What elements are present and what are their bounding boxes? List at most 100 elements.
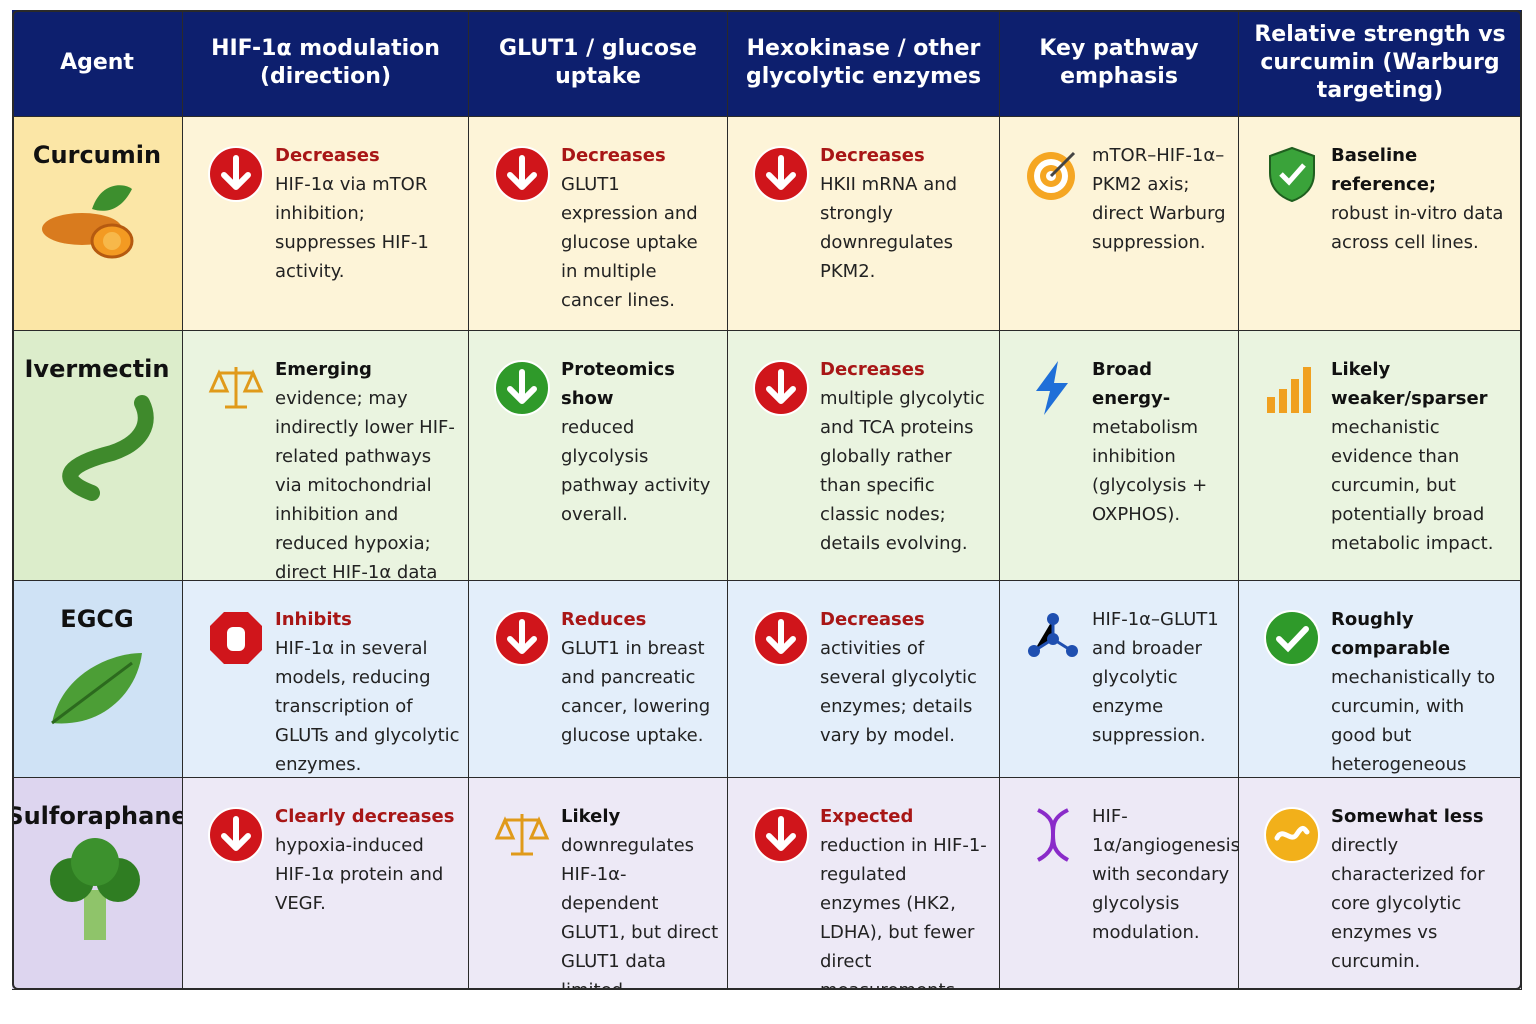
cell-icon [1267, 367, 1311, 413]
cell-heading: Decreases [820, 359, 925, 380]
cell-body: GLUT1 in breast and pancreatic cancer, l… [561, 638, 711, 746]
cell-text: Baseline reference; robust in-vitro data … [1331, 141, 1513, 257]
cell-body: metabolism inhibition (glycolysis + OXPH… [1092, 417, 1208, 525]
header-cell: GLUT1 / glucose uptake [469, 10, 728, 117]
table-cell: Reduces GLUT1 in breast and pancreatic ca… [469, 581, 728, 778]
cell-icon [1264, 610, 1320, 666]
cell-body: hypoxia-induced HIF-1α protein and VEGF. [275, 835, 444, 914]
agent-illustration [62, 395, 154, 501]
cell-heading: Baseline reference; [1331, 145, 1437, 195]
cell-body: reduced glycolysis pathway activity over… [561, 417, 711, 525]
table-cell: Decreases HIF-1α via mTOR inhibition; sup… [183, 117, 469, 331]
table-cell: Broad energy-metabolism inhibition (glyc… [1000, 331, 1239, 581]
cell-text: HIF-1α–GLUT1 and broader glycolytic enzy… [1092, 605, 1230, 750]
table-cell: Emerging evidence; may indirectly lower H… [183, 331, 469, 581]
table-cell: Proteomics show reduced glycolysis pathwa… [469, 331, 728, 581]
table-cell: Likely downregulates HIF-1α-dependent GLU… [469, 778, 728, 990]
agent-cell: EGCG [12, 581, 183, 778]
cell-icon [208, 146, 264, 202]
cell-icon [753, 610, 809, 666]
cell-text: Somewhat less directly characterized for … [1331, 802, 1513, 976]
agent-illustration [51, 653, 142, 725]
cell-heading: Clearly decreases [275, 806, 455, 827]
table-cell: Decreases multiple glycolytic and TCA pro… [728, 331, 1000, 581]
cell-heading: Somewhat less [1331, 806, 1484, 827]
header-cell: Key pathway emphasis [1000, 10, 1239, 117]
header-cell: Relative strength vs curcumin (Warburg t… [1239, 10, 1522, 117]
cell-body: activities of several glycolytic enzymes… [820, 638, 977, 746]
cell-text: Emerging evidence; may indirectly lower H… [275, 355, 460, 581]
cell-body: evidence; may indirectly lower HIF-relat… [275, 388, 455, 581]
cell-icon [1036, 361, 1068, 415]
table-cell: Inhibits HIF-1α in several models, reduci… [183, 581, 469, 778]
cell-text: Likely downregulates HIF-1α-dependent GLU… [561, 802, 719, 989]
cell-icon [1269, 146, 1315, 203]
cell-body: HIF-1α in several models, reducing trans… [275, 638, 460, 775]
cell-heading: Decreases [275, 145, 380, 166]
table-cell: Clearly decreases hypoxia-induced HIF-1α … [183, 778, 469, 990]
cell-body: downregulates HIF-1α-dependent GLUT1, bu… [561, 835, 719, 989]
cell-body: reduction in HIF-1-regulated enzymes (HK… [820, 835, 987, 989]
table-cell: Likely weaker/sparser mechanistic evidenc… [1239, 331, 1522, 581]
cell-icon [494, 610, 550, 666]
agent-illustration [42, 185, 134, 259]
cell-body: mechanistic evidence than curcumin, but … [1331, 417, 1494, 554]
cell-body: HIF-1α–GLUT1 and broader glycolytic enzy… [1092, 609, 1219, 746]
table-cell: Expected reduction in HIF-1-regulated enz… [728, 778, 1000, 990]
agent-name: Curcumin [32, 141, 162, 169]
cell-body: mechanistically to curcumin, with good b… [1331, 667, 1496, 775]
cell-body: HKII mRNA and strongly downregulates PKM… [820, 174, 958, 282]
cell-text: Expected reduction in HIF-1-regulated enz… [820, 802, 991, 989]
cell-heading: Reduces [561, 609, 647, 630]
cell-text: Decreases HKII mRNA and strongly downregu… [820, 141, 991, 286]
cell-heading: Inhibits [275, 609, 352, 630]
cell-icon [208, 367, 264, 409]
cell-text: Decreases GLUT1 expression and glucose up… [561, 141, 719, 315]
table-cell: Roughly comparable mechanistically to cur… [1239, 581, 1522, 778]
table-cell: mTOR–HIF-1α–PKM2 axis; direct Warburg su… [1000, 117, 1239, 331]
cell-heading: Emerging [275, 359, 372, 380]
cell-heading: Expected [820, 806, 914, 827]
cell-body: robust in-vitro data across cell lines. [1331, 203, 1504, 253]
cell-icon [208, 807, 264, 863]
cell-text: Inhibits HIF-1α in several models, reduci… [275, 605, 460, 777]
table-cell: Baseline reference; robust in-vitro data … [1239, 117, 1522, 331]
cell-text: Decreases multiple glycolytic and TCA pro… [820, 355, 991, 558]
cell-text: Roughly comparable mechanistically to cur… [1331, 605, 1513, 777]
cell-heading: Proteomics show [561, 359, 675, 409]
cell-heading: Likely [561, 806, 621, 827]
cell-text: Clearly decreases hypoxia-induced HIF-1α … [275, 802, 460, 918]
cell-icon [1036, 808, 1070, 862]
cell-icon [494, 360, 550, 416]
table-cell: Decreases activities of several glycolyti… [728, 581, 1000, 778]
cell-text: mTOR–HIF-1α–PKM2 axis; direct Warburg su… [1092, 141, 1230, 257]
agent-name: Ivermectin [24, 355, 170, 383]
cell-text: Decreases HIF-1α via mTOR inhibition; sup… [275, 141, 460, 286]
cell-icon [1028, 613, 1078, 657]
cell-text: HIF-1α/angiogenesis with secondary glyco… [1092, 802, 1238, 947]
cell-body: GLUT1 expression and glucose uptake in m… [561, 174, 698, 311]
cell-icon [753, 807, 809, 863]
header-cell: HIF-1α modulation (direction) [183, 10, 469, 117]
agent-cell: Ivermectin [12, 331, 183, 581]
cell-text: Broad energy-metabolism inhibition (glyc… [1092, 355, 1230, 529]
agent-name: EGCG [60, 605, 134, 633]
cell-icon [1264, 807, 1320, 863]
cell-heading: Decreases [561, 145, 666, 166]
agent-name: Sulforaphane [12, 802, 183, 830]
table-cell: Somewhat less directly characterized for … [1239, 778, 1522, 990]
agent-cell: Sulforaphane [12, 778, 183, 990]
agent-illustration [50, 838, 140, 940]
cell-icon [753, 146, 809, 202]
cell-icon [1027, 151, 1076, 200]
cell-heading: Roughly comparable [1331, 609, 1451, 659]
cell-body: HIF-1α via mTOR inhibition; suppresses H… [275, 174, 429, 282]
cell-body: mTOR–HIF-1α–PKM2 axis; direct Warburg su… [1092, 145, 1226, 253]
cell-heading: Likely weaker/sparser [1331, 359, 1488, 409]
table-cell: Decreases GLUT1 expression and glucose up… [469, 117, 728, 331]
table-cell: HIF-1α–GLUT1 and broader glycolytic enzy… [1000, 581, 1239, 778]
cell-icon [753, 360, 809, 416]
cell-body: HIF-1α/angiogenesis with secondary glyco… [1092, 806, 1239, 943]
cell-body: directly characterized for core glycolyt… [1331, 835, 1485, 972]
